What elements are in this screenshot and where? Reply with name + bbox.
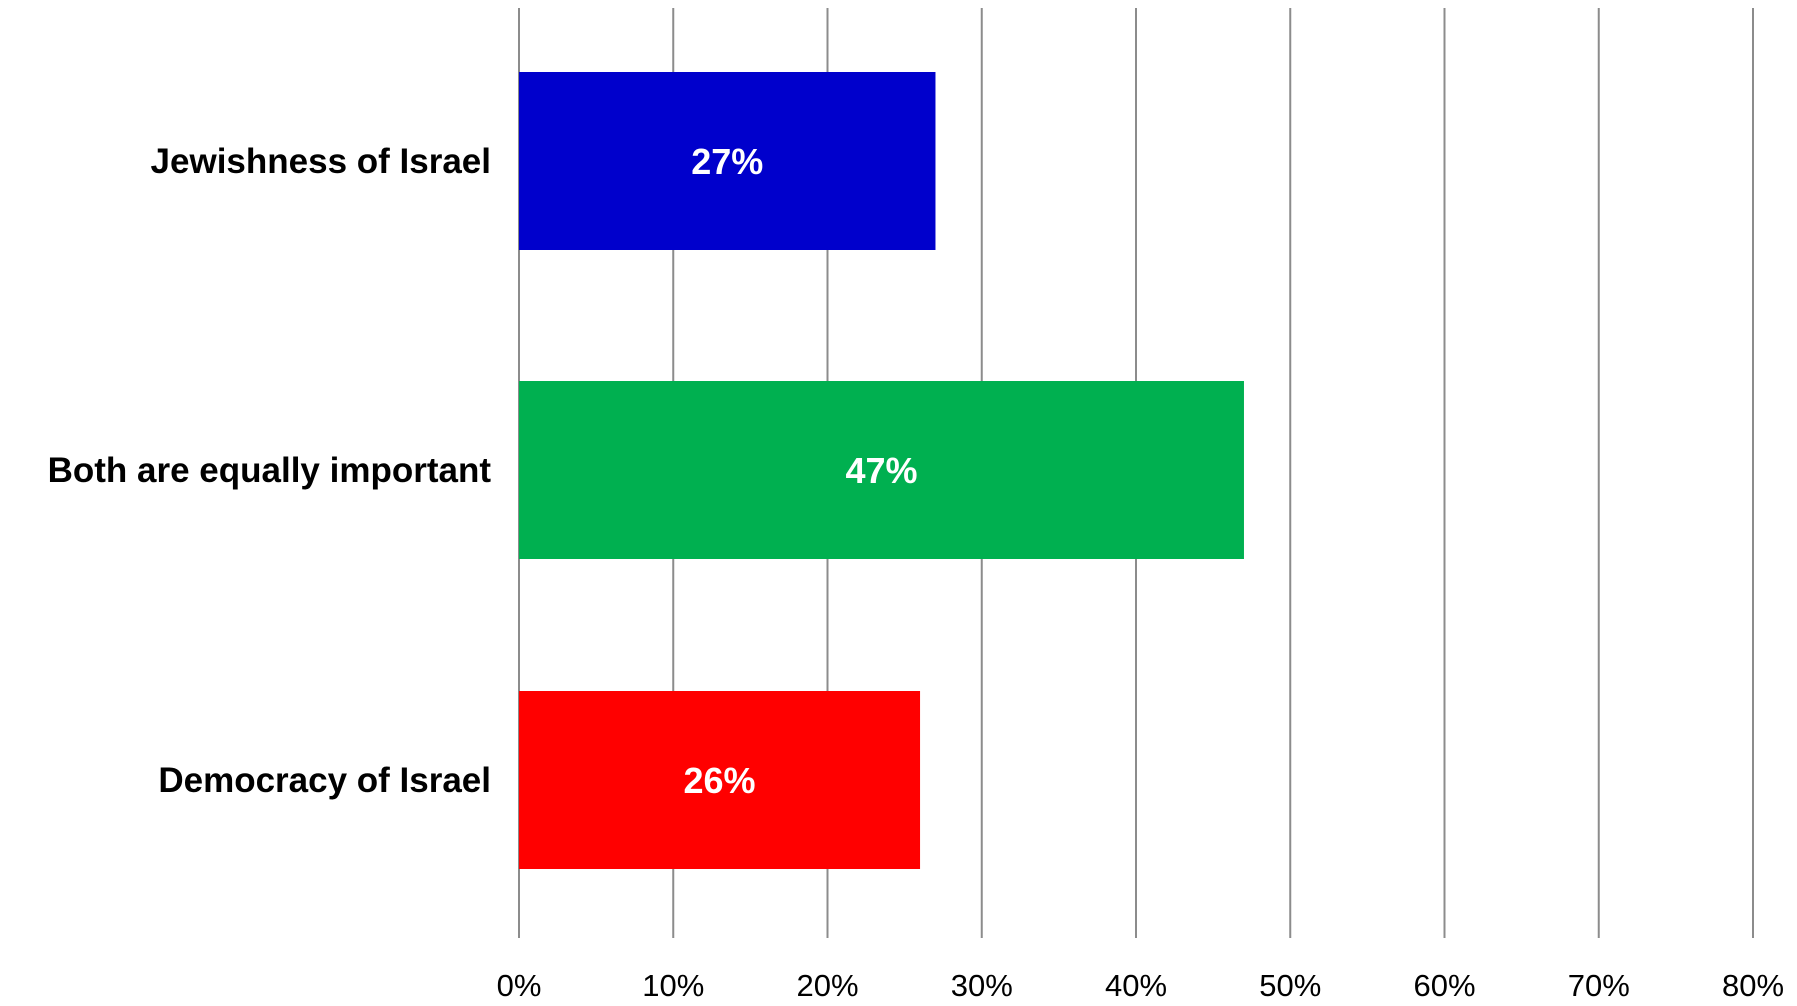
category-label: Jewishness of Israel [151, 142, 491, 181]
x-tick-label: 70% [1568, 968, 1630, 1003]
x-tick-label: 20% [796, 968, 858, 1003]
x-tick-label: 50% [1259, 968, 1321, 1003]
x-tick-label: 40% [1105, 968, 1167, 1003]
x-tick-label: 10% [642, 968, 704, 1003]
x-tick-label: 80% [1722, 968, 1784, 1003]
data-label: 26% [683, 760, 755, 801]
category-label: Democracy of Israel [158, 761, 491, 800]
data-label: 47% [845, 450, 917, 491]
bar [519, 72, 936, 250]
bars: 27% 47% 26% [519, 72, 1244, 869]
bar [519, 381, 1244, 559]
x-axis-tick-labels: 0% 10% 20% 30% 40% 50% 60% 70% 80% [497, 968, 1784, 1003]
x-tick-label: 0% [497, 968, 542, 1003]
bar [519, 691, 921, 869]
data-label: 27% [691, 141, 763, 182]
x-tick-label: 30% [951, 968, 1013, 1003]
category-labels: Jewishness of Israel Both are equally imp… [48, 142, 492, 800]
category-label: Both are equally important [48, 451, 492, 490]
x-tick-label: 60% [1413, 968, 1475, 1003]
